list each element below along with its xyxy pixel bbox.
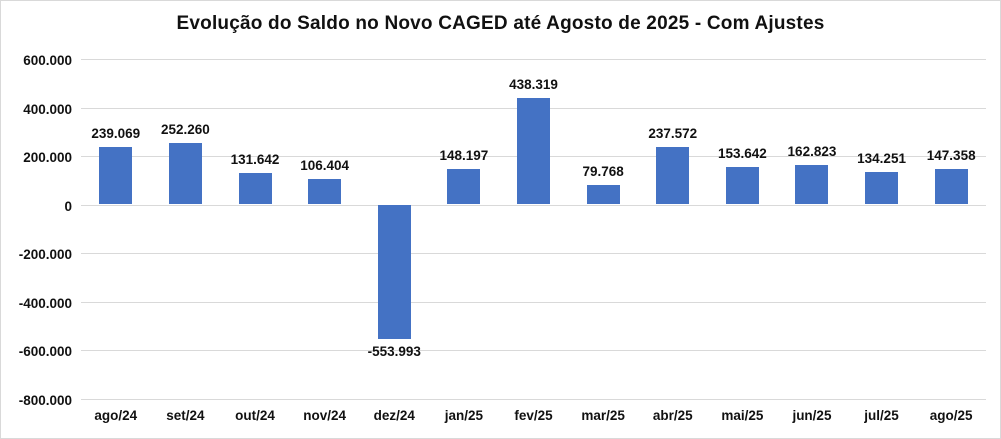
y-axis-tick-label: 200.000 bbox=[23, 150, 72, 165]
bar-mai-25 bbox=[725, 167, 759, 205]
x-axis-tick-label: set/24 bbox=[166, 408, 205, 423]
y-axis-tick-label: -600.000 bbox=[18, 344, 72, 359]
bar-out-24 bbox=[238, 172, 272, 205]
bar-value-label: 162.823 bbox=[787, 144, 837, 159]
bar-fev-25 bbox=[517, 98, 550, 205]
gridline bbox=[81, 350, 986, 351]
bar-value-label: 153.642 bbox=[717, 146, 767, 162]
x-axis-tick-label: fev/25 bbox=[514, 408, 553, 423]
bar-jan-25 bbox=[447, 168, 481, 205]
y-axis-tick-label: 400.000 bbox=[23, 101, 72, 117]
bar-mar-25 bbox=[586, 185, 620, 205]
bar-value-label: 239.069 bbox=[91, 125, 141, 141]
y-axis-tick-label: -200.000 bbox=[18, 247, 72, 262]
bar-value-label: 131.642 bbox=[230, 151, 280, 167]
bar-dez-24 bbox=[377, 204, 411, 339]
gridline bbox=[81, 204, 986, 206]
x-axis-tick-label: jun/25 bbox=[792, 408, 832, 423]
bar-jun-25 bbox=[795, 165, 829, 205]
x-axis-tick-label: ago/24 bbox=[94, 408, 138, 423]
chart-title: Evolução do Saldo no Novo CAGED até Agos… bbox=[176, 13, 825, 34]
x-axis-tick-label: dez/24 bbox=[373, 408, 415, 423]
bar-value-label: 438.319 bbox=[509, 77, 558, 93]
bar-value-label: 79.768 bbox=[582, 164, 624, 180]
x-axis-tick-label: jul/25 bbox=[864, 408, 899, 423]
y-axis-tick-label: 0 bbox=[64, 198, 72, 214]
bar-value-label: -553.993 bbox=[367, 343, 421, 359]
bar-ago-25 bbox=[934, 168, 968, 205]
bar-nov-24 bbox=[308, 178, 342, 205]
bar-value-label: 134.251 bbox=[857, 150, 906, 166]
y-axis-tick-label: -800.000 bbox=[18, 392, 72, 408]
bar-ago-24 bbox=[99, 146, 133, 205]
bar-value-label: 148.197 bbox=[439, 147, 489, 163]
y-axis-tick-label: 600.000 bbox=[23, 53, 72, 68]
bar-value-label: 106.404 bbox=[300, 157, 350, 173]
bar-value-label: 252.260 bbox=[161, 122, 210, 138]
bar-value-label: 147.358 bbox=[926, 147, 976, 163]
gridline bbox=[81, 253, 986, 254]
x-axis-tick-label: mai/25 bbox=[721, 408, 764, 423]
bar-abr-25 bbox=[656, 146, 690, 205]
x-axis-tick-label: abr/25 bbox=[652, 408, 693, 423]
x-axis-tick-label: jan/25 bbox=[444, 408, 484, 423]
gridline bbox=[81, 59, 986, 60]
x-axis-tick-label: out/24 bbox=[235, 408, 275, 423]
x-axis-tick-label: mar/25 bbox=[581, 408, 625, 423]
bar-jul-25 bbox=[865, 171, 899, 205]
gridline bbox=[81, 398, 986, 400]
x-axis-tick-label: ago/25 bbox=[929, 408, 973, 423]
bar-set-24 bbox=[168, 143, 202, 205]
y-axis-tick-label: -400.000 bbox=[18, 295, 72, 311]
x-axis-tick-label: nov/24 bbox=[303, 408, 347, 423]
gridline bbox=[81, 301, 986, 303]
bar-value-label: 237.572 bbox=[648, 125, 698, 141]
